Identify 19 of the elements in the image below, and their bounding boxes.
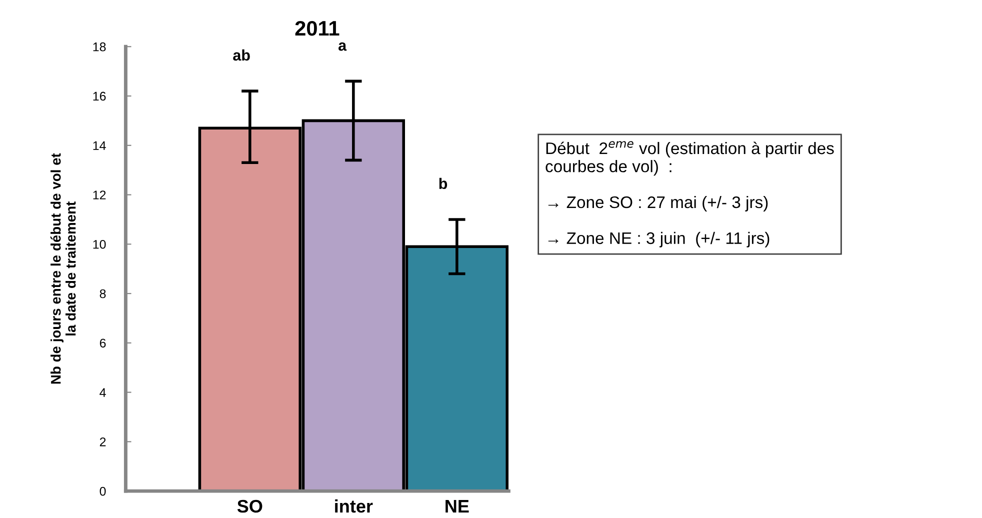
chart-title: 2011 — [295, 20, 340, 36]
y-tick-label: 2 — [100, 437, 106, 446]
x-tick-label: NE — [446, 500, 469, 512]
y-tick-label: 14 — [93, 141, 106, 150]
x-tick-label: inter — [335, 499, 373, 513]
y-tick-label: 6 — [100, 338, 106, 348]
text: Début 2$^{eme}$ vol (estimation à partir des courbes de vol) : → Zone SO : 27 mai (+/- 3 jrs) → Zone NE : 3 juin (+/- 11 jrs) — [546, 141, 834, 248]
annotation: a — [338, 42, 347, 51]
x-tick-label: SO — [237, 500, 262, 513]
y-tick-label: 10 — [93, 240, 106, 249]
y-tick-label: 12 — [93, 190, 106, 200]
y-tick-label: 8 — [100, 289, 106, 298]
y-tick-label: 4 — [100, 388, 106, 397]
y-tick-label: 16 — [93, 92, 106, 101]
y-axis-title: Nb de jours entre le début de vol et la date de traitement — [50, 153, 76, 384]
y-tick-label: 18 — [93, 42, 106, 52]
annotation: b — [439, 178, 448, 190]
annotation: ab — [233, 49, 250, 61]
y-tick-label: 0 — [100, 486, 106, 496]
